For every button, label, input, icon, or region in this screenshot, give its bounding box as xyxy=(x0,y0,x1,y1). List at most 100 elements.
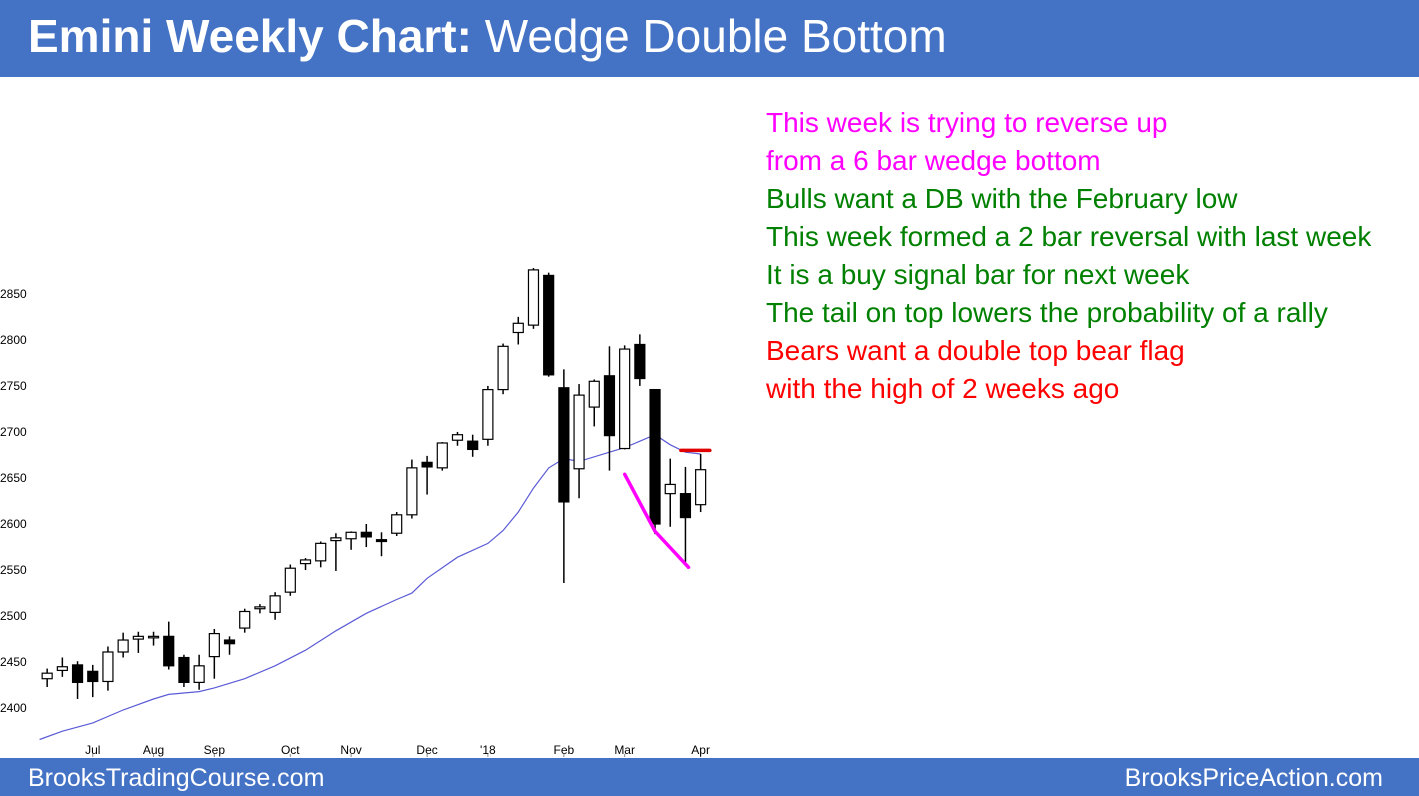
candle-body xyxy=(147,635,160,639)
candle xyxy=(239,608,251,633)
candle xyxy=(315,541,327,568)
candle xyxy=(284,564,296,596)
x-tick-label: Nov xyxy=(340,743,361,757)
moving-average-line xyxy=(39,434,701,741)
candle-body xyxy=(41,672,53,680)
candle xyxy=(254,604,266,614)
candle xyxy=(695,454,707,513)
wedge-line xyxy=(622,472,691,570)
candle-body xyxy=(649,388,661,525)
annotations-group xyxy=(622,448,712,570)
candle xyxy=(193,654,205,690)
y-tick-label: 2850 xyxy=(0,287,27,301)
candle xyxy=(208,628,220,679)
y-tick-label: 2800 xyxy=(0,333,27,347)
candle-body xyxy=(406,467,418,516)
candle-body xyxy=(619,348,631,450)
candle-body xyxy=(163,635,175,667)
x-tick-label: Sep xyxy=(204,743,226,757)
candle-body xyxy=(193,665,205,683)
y-tick-label: 2600 xyxy=(0,517,27,531)
candle-body xyxy=(603,375,616,437)
candle xyxy=(345,531,357,550)
y-tick-label: 2450 xyxy=(0,655,27,669)
candle-body xyxy=(527,269,540,326)
x-tick-label: Feb xyxy=(554,743,575,757)
candle xyxy=(543,272,555,377)
x-tick-label: Aug xyxy=(143,743,164,757)
candle xyxy=(117,632,129,658)
y-tick-label: 2400 xyxy=(0,701,27,715)
candle-body xyxy=(71,664,84,683)
candle-body xyxy=(132,635,144,640)
candle-body xyxy=(102,651,114,683)
note-line: Bears want a double top bear flag xyxy=(766,335,1185,366)
note-line: It is a buy signal bar for next week xyxy=(766,259,1190,290)
candle xyxy=(163,621,175,670)
y-tick-label: 2700 xyxy=(0,425,27,439)
candle xyxy=(375,532,388,557)
footer-left-site: BrooksTradingCourse.com xyxy=(28,764,325,792)
candle-body xyxy=(299,559,312,565)
note-line: This week is trying to reverse up xyxy=(766,107,1168,138)
candle xyxy=(330,533,342,571)
candle xyxy=(132,631,144,653)
candle xyxy=(391,512,403,536)
candle xyxy=(299,558,312,571)
candle xyxy=(497,343,509,395)
commentary-notes: This week is trying to reverse up from a … xyxy=(766,104,1371,408)
candle-body xyxy=(330,537,342,542)
note-line: Bulls want a DB with the February low xyxy=(766,183,1238,214)
candle xyxy=(573,384,585,499)
candle xyxy=(664,458,676,527)
weekly-candlestick-chart: 2400 2450 2500 2550 2600 2650 2700 2750 2800 2850… xyxy=(0,268,712,757)
note-line: from a 6 bar wedge bottom xyxy=(766,145,1101,176)
candles-group xyxy=(41,268,707,699)
candle xyxy=(56,657,68,677)
candle-body xyxy=(695,469,707,506)
x-tick-label: Apr xyxy=(691,743,710,757)
x-tick-label: Dec xyxy=(416,743,437,757)
candle-body xyxy=(679,493,692,519)
candle-body xyxy=(315,542,327,562)
candle xyxy=(603,346,616,471)
candle xyxy=(102,646,114,691)
y-tick-label: 2750 xyxy=(0,379,27,393)
candle-body xyxy=(467,440,479,451)
candle-body xyxy=(512,322,524,334)
title-rest-part: Wedge Double Bottom xyxy=(471,10,947,62)
candle-body xyxy=(421,461,433,468)
candle xyxy=(512,316,524,345)
candle-body xyxy=(664,483,676,495)
candle-body xyxy=(284,567,296,593)
note-line: The tail on top lowers the probability o… xyxy=(766,297,1328,328)
candle xyxy=(41,668,53,687)
candle-body xyxy=(254,606,266,610)
moving-average-group xyxy=(39,434,701,741)
candle xyxy=(406,459,418,519)
candle xyxy=(451,431,464,446)
candle xyxy=(588,379,600,427)
candle xyxy=(178,654,190,687)
candle-body xyxy=(269,595,281,614)
candle-body xyxy=(482,388,494,440)
candle xyxy=(360,524,372,548)
candle xyxy=(87,664,99,698)
candle-body xyxy=(588,380,600,408)
page-title: Emini Weekly Chart: Wedge Double Bottom xyxy=(28,6,947,66)
candle-body xyxy=(497,345,509,391)
candle xyxy=(223,636,236,655)
candle-body xyxy=(345,531,357,540)
candle xyxy=(634,334,646,386)
footer-bar: BrooksTradingCourse.com BrooksPriceActio… xyxy=(0,758,1419,796)
candle xyxy=(649,388,661,535)
candle-body xyxy=(451,434,464,441)
axes-group: 2400 2450 2500 2550 2600 2650 2700 2750 2800 2850… xyxy=(0,287,710,757)
candle-body xyxy=(360,531,372,538)
x-tick-label: Oct xyxy=(281,743,300,757)
footer-right-site: BrooksPriceAction.com xyxy=(1124,764,1383,792)
x-tick-label: Mar xyxy=(614,743,635,757)
candle-body xyxy=(558,387,570,503)
x-tick-label: Jul xyxy=(85,743,100,757)
candle xyxy=(436,442,448,471)
